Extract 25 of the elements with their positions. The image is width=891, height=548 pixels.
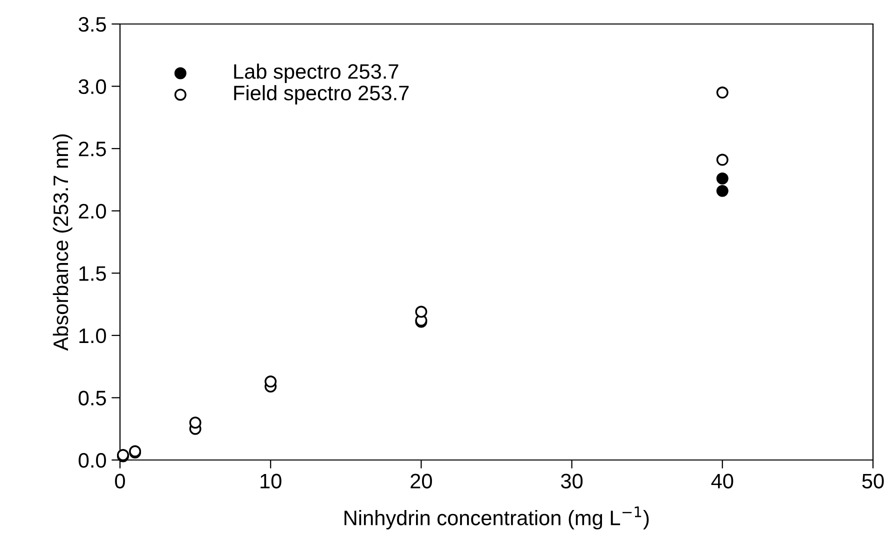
y-tick-label: 0.5 bbox=[78, 390, 106, 406]
x-tick-label: 40 bbox=[711, 474, 734, 488]
x-tick-label: 50 bbox=[862, 474, 884, 488]
y-tick-label: 2.0 bbox=[78, 204, 106, 219]
point bbox=[264, 376, 277, 388]
y-tick-label: 0.0 bbox=[78, 453, 106, 468]
y-tick-label: 1.5 bbox=[79, 266, 106, 281]
legend-label: Lab spectro 253.7 bbox=[234, 64, 398, 84]
y-tick-label: 3.0 bbox=[78, 79, 106, 94]
legend-label: Field spectro 253.7 bbox=[234, 85, 409, 105]
point bbox=[716, 172, 728, 184]
point bbox=[716, 184, 728, 197]
x-axis-title: Ninhydrin concentration (mg L$^{−1}$) bbox=[344, 506, 649, 530]
y-tick-label: 3.5 bbox=[78, 17, 106, 32]
point bbox=[716, 154, 728, 166]
y-tick-label: 2.5 bbox=[78, 142, 106, 156]
point bbox=[189, 416, 202, 429]
x-tick-label: 0 bbox=[115, 474, 125, 488]
point bbox=[415, 306, 428, 318]
x-tick-label: 10 bbox=[260, 474, 282, 488]
point bbox=[716, 86, 728, 98]
x-tick-label: 20 bbox=[410, 474, 432, 488]
x-tick-label: 30 bbox=[561, 474, 583, 488]
y-tick-label: 1.0 bbox=[79, 328, 106, 344]
y-axis-title: Absorbance (253.7 nm) bbox=[52, 134, 72, 351]
